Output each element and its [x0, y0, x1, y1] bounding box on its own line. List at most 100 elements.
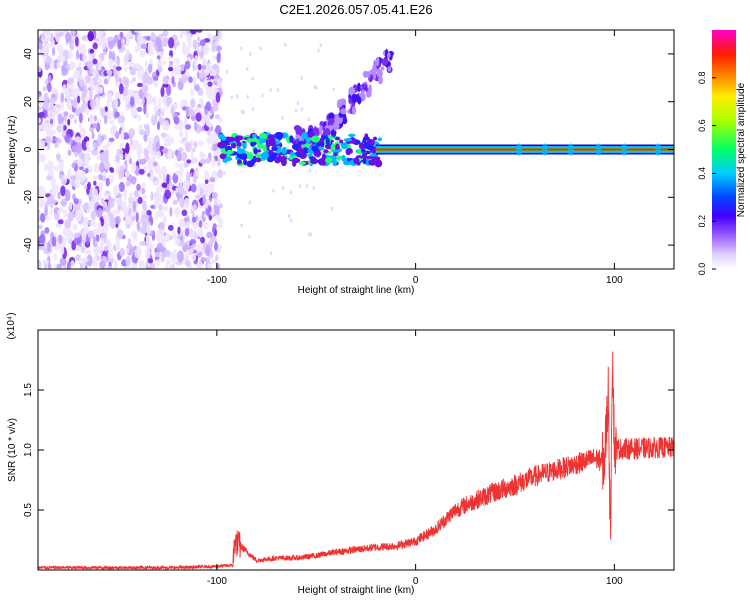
noise-blob	[107, 248, 114, 260]
noise-blob	[190, 183, 197, 193]
noise-blob	[142, 200, 147, 212]
noise-blob	[162, 75, 169, 85]
noise-blob	[44, 136, 52, 144]
noise-blob	[69, 61, 75, 71]
noise-blob	[195, 112, 202, 122]
y-tick-label: 0	[23, 146, 34, 152]
y-tick-label: 20	[23, 96, 34, 108]
noise-blob	[145, 234, 150, 246]
noise-blob	[261, 93, 264, 98]
noise-blob	[60, 245, 65, 256]
noise-blob	[115, 215, 121, 225]
colorbar-ticks: 0.0 0.2 0.4 0.6 0.8	[697, 72, 716, 275]
noise-blob	[150, 216, 154, 226]
noise-blob	[108, 58, 114, 69]
noise-blob	[129, 135, 133, 146]
noise-blob	[196, 243, 200, 254]
noise-blob	[281, 116, 284, 120]
line-blob	[237, 148, 246, 155]
noise-blob	[185, 142, 192, 153]
line-blob	[247, 152, 254, 160]
branch-blob	[386, 52, 391, 58]
noise-blob	[49, 118, 54, 125]
noise-blob	[145, 35, 151, 41]
noise-blob	[155, 186, 161, 198]
noise-blob	[168, 37, 175, 49]
noise-blob	[97, 86, 104, 94]
noise-blob	[307, 117, 310, 122]
noise-blob	[62, 227, 67, 236]
noise-blob	[184, 60, 191, 70]
noise-blob	[132, 142, 137, 151]
branch-blob	[319, 125, 323, 135]
noise-blob	[179, 176, 183, 186]
line-blob	[361, 148, 366, 154]
noise-blob	[78, 158, 83, 167]
noise-blob	[206, 85, 213, 98]
noise-blob	[101, 174, 107, 182]
line-blob	[230, 142, 237, 149]
noise-blob	[64, 189, 71, 202]
noise-blob	[132, 77, 136, 82]
noise-blob	[108, 137, 115, 142]
noise-blob	[39, 153, 46, 163]
noise-blob	[62, 209, 68, 218]
noise-blob	[132, 111, 138, 116]
line-blob	[224, 156, 233, 162]
line-blob	[267, 157, 274, 163]
noise-blob	[119, 153, 124, 160]
noise-blob	[139, 241, 147, 246]
noise-blob	[138, 168, 145, 175]
noise-blob	[136, 114, 141, 122]
noise-blob	[253, 163, 257, 168]
noise-blob	[163, 249, 171, 258]
noise-blob	[140, 43, 148, 50]
noise-blob	[197, 186, 201, 198]
noise-blob	[175, 187, 179, 193]
noise-blob	[141, 95, 145, 106]
noise-blob	[319, 43, 322, 48]
noise-blob	[179, 131, 184, 138]
y-tick-label: -20	[23, 190, 34, 205]
line-blob	[219, 153, 227, 160]
line-blob	[291, 157, 301, 164]
noise-blob	[68, 201, 73, 211]
noise-blob	[76, 86, 80, 98]
noise-blob	[272, 188, 275, 193]
noise-blob	[220, 77, 223, 82]
noise-blob	[211, 191, 219, 199]
line-blob	[299, 161, 306, 166]
noise-blob	[44, 162, 48, 172]
noise-blob	[57, 219, 64, 225]
noise-blob	[98, 56, 102, 68]
noise-blob	[169, 60, 174, 65]
noise-blob	[214, 241, 218, 252]
noise-blob	[151, 262, 156, 269]
snr-plot-area	[38, 330, 674, 570]
branch-blob	[361, 89, 365, 97]
noise-blob	[188, 76, 193, 83]
noise-blob	[59, 257, 67, 266]
y-tick-label: 40	[23, 48, 34, 60]
noise-blob	[201, 210, 207, 223]
x-tick-label: 0	[413, 576, 419, 587]
noise-blob	[206, 231, 213, 239]
branch-blob	[360, 83, 368, 89]
noise-blob	[63, 111, 69, 117]
noise-blob	[38, 118, 41, 124]
noise-blob	[83, 249, 88, 255]
noise-blob	[174, 65, 178, 76]
noise-blob	[78, 79, 85, 88]
line-blob	[248, 160, 255, 167]
line-blob	[217, 141, 226, 149]
noise-blob	[49, 97, 56, 104]
noise-blob	[183, 217, 189, 222]
noise-blob	[157, 200, 162, 206]
noise-blob	[160, 112, 164, 119]
noise-blob	[139, 50, 146, 58]
noise-blob	[204, 109, 209, 115]
noise-blob	[114, 98, 118, 110]
noise-blob	[132, 200, 136, 212]
noise-blob	[217, 169, 223, 179]
noise-blob	[246, 67, 249, 71]
